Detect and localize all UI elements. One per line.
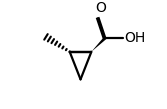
Text: OH: OH [124, 31, 145, 45]
Polygon shape [91, 37, 106, 52]
Text: O: O [95, 1, 106, 15]
